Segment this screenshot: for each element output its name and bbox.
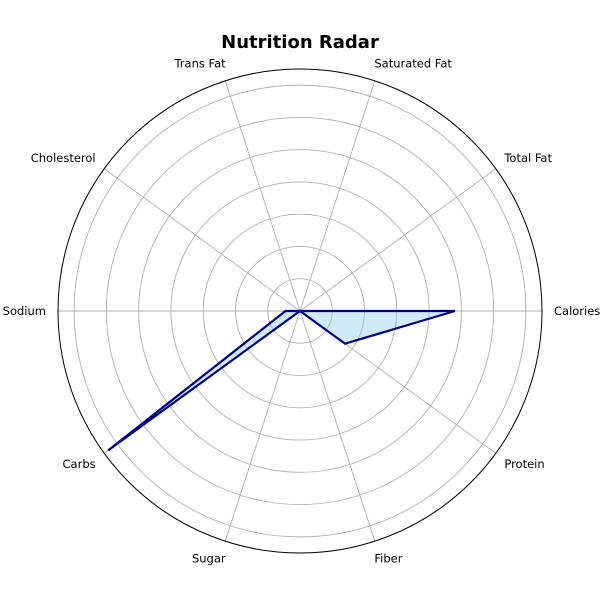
axis-label-total-fat: Total Fat xyxy=(503,151,552,165)
grid-spoke xyxy=(104,169,300,311)
axis-label-cholesterol: Cholesterol xyxy=(31,151,96,165)
grid-spoke xyxy=(300,311,375,541)
grid-spoke xyxy=(225,311,300,541)
series-layer xyxy=(108,311,455,451)
series-polygon xyxy=(108,311,455,450)
axis-label-calories: Calories xyxy=(554,304,600,318)
grid-spoke xyxy=(225,81,300,311)
grid-spoke xyxy=(300,81,375,311)
axis-label-saturated-fat: Saturated Fat xyxy=(374,57,452,71)
axis-label-carbs: Carbs xyxy=(63,457,96,471)
axis-label-protein: Protein xyxy=(504,457,544,471)
axis-label-sodium: Sodium xyxy=(3,304,46,318)
grid-spoke xyxy=(300,169,496,311)
axis-label-sugar: Sugar xyxy=(192,551,226,565)
chart-title: Nutrition Radar xyxy=(221,32,379,53)
axis-label-fiber: Fiber xyxy=(374,551,402,565)
axis-label-trans-fat: Trans Fat xyxy=(173,57,226,71)
